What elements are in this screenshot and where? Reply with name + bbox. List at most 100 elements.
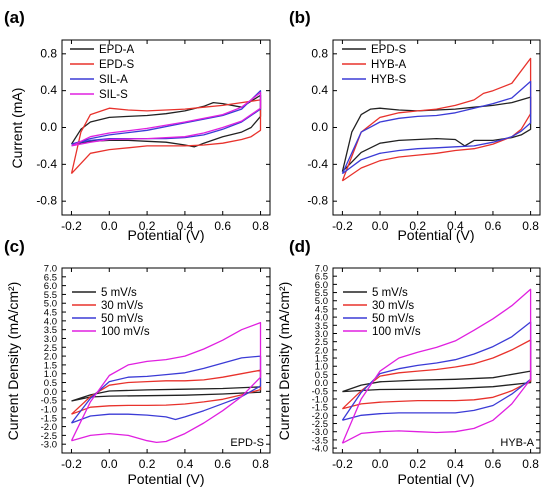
x-tick-label: 0.2 [139, 219, 156, 233]
panel-a: (a) -0.2 0.0 0.2 0.4 0.6 0.8 -0.8 -0.4 0.0 0.4 0.8 P… [4, 8, 271, 243]
panel-label: (b) [289, 8, 311, 27]
legend-label: 30 mV/s [101, 300, 143, 312]
y-tick-label: 0.5 [44, 378, 57, 389]
x-tick-label: 0.8 [252, 457, 269, 471]
y-tick-label: -0.4 [307, 157, 328, 171]
x-axis-label: Potential (V) [397, 471, 474, 487]
series-line [341, 96, 532, 173]
series-line [70, 321, 262, 444]
panel-c: (c) -0.2 0.0 0.2 0.4 0.6 0.8 -3.0-2.5-2.0-1.5-1… [4, 237, 271, 487]
y-tick-label: -4.0 [312, 444, 328, 455]
panel-annotation: EPD-S [230, 437, 264, 449]
legend-label: 50 mV/s [101, 313, 143, 325]
legend-label: SIL-S [99, 89, 128, 101]
y-tick-label: 2.5 [315, 337, 328, 348]
series-line [341, 339, 532, 410]
y-tick-label: 1.0 [44, 369, 57, 380]
legend-label: EPD-S [99, 59, 134, 71]
x-tick-label: 0.2 [409, 457, 426, 471]
y-tick-label: 6.5 [315, 272, 328, 283]
y-tick-label: 2.0 [44, 352, 57, 363]
y-tick-label: 0.0 [40, 120, 57, 134]
y-tick-label: 3.5 [315, 321, 328, 332]
x-tick-label: 0.6 [214, 457, 231, 471]
series-line [341, 321, 532, 421]
legend-label: EPD-A [99, 44, 134, 56]
y-tick-label: -0.4 [36, 157, 57, 171]
plot-frame [332, 267, 541, 454]
y-tick-label: -1.0 [312, 394, 328, 405]
plot-frame [332, 39, 541, 216]
series-line [71, 369, 262, 415]
y-tick-label: 7.0 [44, 264, 57, 275]
legend-label: 100 mV/s [101, 326, 150, 338]
y-tick-label: 0.4 [40, 83, 57, 97]
y-tick-label: 6.0 [315, 280, 328, 291]
series-line [341, 80, 532, 175]
panel-annotation: HYB-A [500, 437, 534, 449]
y-axis-label: Current Density (mA/cm²) [5, 282, 21, 441]
x-tick-label: 0.4 [177, 219, 194, 233]
x-tick-label: 0.2 [139, 457, 156, 471]
y-tick-label: -2.5 [312, 419, 328, 430]
y-tick-label: 0.5 [315, 370, 328, 381]
y-tick-label: 1.5 [315, 354, 328, 365]
y-tick-label: -1.5 [41, 413, 57, 424]
x-tick-label: -0.2 [332, 219, 353, 233]
y-tick-label: -1.0 [41, 404, 57, 415]
y-tick-label: -3.0 [312, 427, 328, 438]
x-tick-label: 0.6 [485, 219, 502, 233]
y-axis-label: Current Density (mA/cm²) [276, 282, 292, 441]
x-tick-label: 0.0 [101, 219, 118, 233]
legend-label: 5 mV/s [372, 287, 408, 299]
y-tick-label: -2.0 [312, 411, 328, 422]
x-tick-label: -0.2 [332, 457, 353, 471]
y-tick-label: 0.8 [311, 46, 328, 60]
plot-frame [61, 39, 271, 216]
y-tick-label: 2.5 [44, 343, 57, 354]
y-tick-label: -3.5 [312, 435, 328, 446]
y-tick-label: 0.0 [311, 120, 328, 134]
y-tick-label: 0.0 [44, 387, 57, 398]
panel-label: (c) [4, 237, 25, 256]
x-tick-label: 0.0 [372, 457, 389, 471]
y-tick-label: 2.0 [315, 345, 328, 356]
y-tick-label: -0.8 [307, 194, 328, 208]
legend-label: EPD-S [371, 44, 406, 56]
y-tick-label: 6.0 [44, 281, 57, 292]
x-axis-label: Potential (V) [397, 227, 474, 243]
x-tick-label: 0.6 [214, 219, 231, 233]
x-tick-label: 0.6 [485, 457, 502, 471]
legend-label: HYB-A [371, 59, 406, 71]
y-tick-label: -0.5 [41, 396, 57, 407]
panel-label: (a) [4, 8, 25, 27]
series-line [70, 99, 262, 175]
x-tick-label: 0.0 [372, 219, 389, 233]
panel-label: (d) [289, 237, 311, 256]
y-tick-label: 3.5 [44, 325, 57, 336]
x-axis-label: Potential (V) [127, 227, 204, 243]
y-tick-label: -0.5 [312, 386, 328, 397]
y-tick-label: 4.0 [315, 313, 328, 324]
y-tick-label: 4.5 [44, 308, 57, 319]
y-tick-label: 5.5 [315, 288, 328, 299]
y-tick-label: -1.5 [312, 403, 328, 414]
y-tick-label: -3.0 [41, 440, 57, 451]
plot-frame [61, 267, 271, 454]
y-tick-label: 1.5 [44, 360, 57, 371]
y-tick-label: -2.0 [41, 422, 57, 433]
series-line [71, 91, 262, 147]
y-tick-label: 0.0 [315, 378, 328, 389]
y-tick-label: 5.0 [44, 299, 57, 310]
y-tick-label: 6.5 [44, 272, 57, 283]
x-tick-label: 0.8 [522, 219, 539, 233]
y-tick-label: 3.0 [44, 334, 57, 345]
y-tick-label: 0.4 [311, 83, 328, 97]
x-tick-label: 0.2 [409, 219, 426, 233]
x-tick-label: 0.8 [252, 219, 269, 233]
y-tick-label: 5.0 [315, 296, 328, 307]
legend-label: 5 mV/s [101, 287, 137, 299]
legend-label: HYB-S [371, 74, 406, 86]
x-axis-label: Potential (V) [127, 471, 204, 487]
